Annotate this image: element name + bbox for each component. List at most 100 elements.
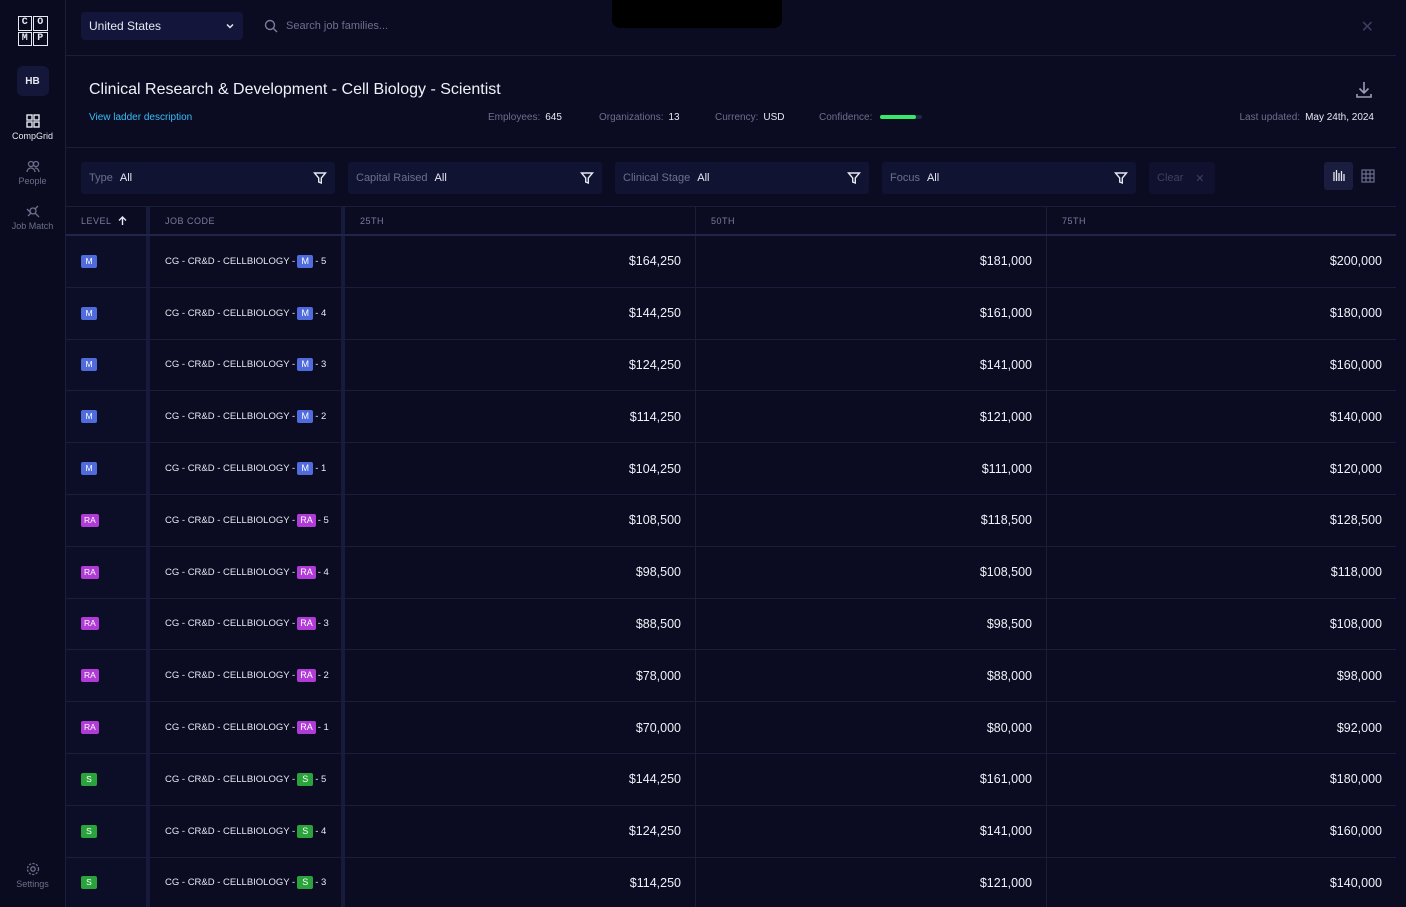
job-code-prefix: CG - CR&D - CELLBIOLOGY - bbox=[165, 514, 296, 526]
job-code-suffix: - 5 bbox=[317, 514, 329, 526]
table-row[interactable]: M CG - CR&D - CELLBIOLOGY -M- 2 $114,250 $1… bbox=[66, 391, 1396, 444]
table-row[interactable]: S CG - CR&D - CELLBIOLOGY -S- 5 $144,250 $1… bbox=[66, 753, 1396, 806]
track-badge: RA bbox=[297, 669, 316, 683]
table-row[interactable]: RA CG - CR&D - CELLBIOLOGY - RA - 1 $70,000 $… bbox=[66, 702, 1396, 754]
p25-cell: $144,250 bbox=[345, 287, 696, 339]
avatar[interactable]: HB bbox=[16, 66, 49, 96]
search-bar[interactable]: Search job families... bbox=[264, 12, 388, 40]
table-row[interactable]: M CG - CR&D - CELLBIOLOGY -M- 5 $164,250 $1… bbox=[66, 236, 1396, 288]
job-code-column-header[interactable]: JOB CODE bbox=[150, 207, 345, 234]
table-row[interactable]: M CG - CR&D - CELLBIOLOGY -M- 4 $144,250 $1… bbox=[66, 287, 1396, 340]
filter-focus[interactable]: Focus All bbox=[882, 162, 1136, 194]
currency-label: Currency: bbox=[715, 112, 759, 123]
table-row[interactable]: M CG - CR&D - CELLBIOLOGY -M- 1 $104,250 $1… bbox=[66, 443, 1396, 495]
p50-cell: $80,000 bbox=[696, 702, 1047, 753]
track-badge: RA bbox=[297, 617, 316, 631]
table-icon bbox=[1360, 169, 1375, 183]
chart-view-button[interactable] bbox=[1324, 162, 1353, 190]
table-row[interactable]: RA CG - CR&D - CELLBIOLOGY - RA - 5 $108,500… bbox=[66, 494, 1396, 547]
p75-cell: $140,000 bbox=[1329, 409, 1382, 424]
filter-icon bbox=[1114, 172, 1128, 185]
comp-logo[interactable]: C O M P bbox=[17, 16, 48, 46]
track-badge: M bbox=[81, 410, 97, 424]
p50-column-header[interactable]: 50TH bbox=[696, 207, 1047, 234]
track-badge: RA bbox=[81, 565, 99, 579]
logo-letter: O bbox=[33, 16, 48, 31]
job-code-suffix: - 4 bbox=[315, 307, 327, 319]
p25-cell: $78,000 bbox=[345, 650, 696, 702]
p25-cell: $88,500 bbox=[345, 598, 696, 650]
p75-cell: $108,000 bbox=[1329, 616, 1382, 631]
filter-type[interactable]: Type All bbox=[81, 162, 335, 194]
level-cell: RA bbox=[66, 702, 150, 753]
sidebar-item-settings[interactable]: Settings bbox=[0, 862, 66, 889]
job-code-cell: CG - CR&D - CELLBIOLOGY -S- 4 bbox=[150, 805, 345, 857]
level-cell: S bbox=[66, 753, 150, 805]
header-label: 50TH bbox=[711, 215, 736, 226]
p25-cell: $164,250 bbox=[345, 236, 696, 287]
search-input[interactable]: Search job families... bbox=[286, 20, 389, 32]
job-code-cell: CG - CR&D - CELLBIOLOGY -M- 2 bbox=[150, 391, 345, 443]
sidebar-item-label: Settings bbox=[16, 879, 49, 889]
filter-value: All bbox=[119, 172, 133, 184]
sidebar-item-compgrid[interactable]: CompGrid bbox=[0, 114, 66, 141]
top-bar: United States Search job families... ✕ bbox=[66, 0, 1396, 56]
sidebar-item-job-match[interactable]: Job Match bbox=[0, 204, 66, 231]
organizations-value: 13 bbox=[668, 112, 680, 123]
table-row[interactable]: S CG - CR&D - CELLBIOLOGY -S- 4 $124,250 $1… bbox=[66, 805, 1396, 858]
job-code-prefix: CG - CR&D - CELLBIOLOGY - bbox=[165, 255, 296, 267]
p50-cell: $161,000 bbox=[696, 287, 1047, 339]
clear-filters-button[interactable]: Clear ✕ bbox=[1149, 162, 1215, 194]
p75-column-header[interactable]: 75TH bbox=[1047, 207, 1396, 234]
job-code-suffix: - 2 bbox=[317, 670, 329, 682]
logo-letter: C bbox=[17, 16, 32, 31]
job-code-cell: CG - CR&D - CELLBIOLOGY -S- 5 bbox=[150, 753, 345, 805]
table-row[interactable]: RA CG - CR&D - CELLBIOLOGY - RA - 4 $98,500 $… bbox=[66, 546, 1396, 599]
job-code-prefix: CG - CR&D - CELLBIOLOGY - bbox=[165, 618, 296, 630]
country-select[interactable]: United States bbox=[81, 12, 243, 40]
header-label: 75TH bbox=[1062, 215, 1087, 226]
p25-cell: $70,000 bbox=[345, 702, 696, 753]
close-icon[interactable]: ✕ bbox=[1360, 19, 1374, 36]
table-row[interactable]: S CG - CR&D - CELLBIOLOGY -S- 3 $114,250 $1… bbox=[66, 857, 1396, 907]
track-badge: M bbox=[297, 410, 314, 424]
track-badge: RA bbox=[81, 669, 99, 683]
compensation-table: LEVEL JOB CODE 25TH 50TH 75TH M CG - CR&D… bbox=[66, 207, 1396, 907]
filter-value: All bbox=[926, 172, 940, 184]
satellite-icon bbox=[26, 205, 39, 218]
camera-notch bbox=[612, 0, 782, 28]
level-cell: M bbox=[66, 443, 150, 494]
job-code-cell: CG - CR&D - CELLBIOLOGY -M- 4 bbox=[150, 287, 345, 339]
p25-cell: $124,250 bbox=[345, 339, 696, 391]
table-row[interactable]: M CG - CR&D - CELLBIOLOGY -M- 3 $124,250 $1… bbox=[66, 339, 1396, 392]
p25-column-header[interactable]: 25TH bbox=[345, 207, 696, 234]
employees-stat: Employees: 645 bbox=[488, 112, 562, 123]
level-column-header[interactable]: LEVEL bbox=[66, 207, 150, 234]
job-code-cell: CG - CR&D - CELLBIOLOGY - RA - 5 bbox=[150, 494, 345, 546]
p75-cell: $118,000 bbox=[1330, 565, 1382, 580]
table-row[interactable]: RA CG - CR&D - CELLBIOLOGY - RA - 2 $78,000 $… bbox=[66, 650, 1396, 703]
job-code-prefix: CG - CR&D - CELLBIOLOGY - bbox=[165, 670, 296, 682]
sidebar-item-people[interactable]: People bbox=[0, 159, 66, 186]
job-code-cell: CG - CR&D - CELLBIOLOGY -M- 1 bbox=[150, 443, 345, 494]
track-badge: M bbox=[81, 306, 97, 320]
filter-capital-raised[interactable]: Capital Raised All bbox=[348, 162, 602, 194]
level-cell: M bbox=[66, 339, 150, 391]
job-code-suffix: - 3 bbox=[317, 618, 329, 630]
job-code-prefix: CG - CR&D - CELLBIOLOGY - bbox=[165, 825, 296, 837]
chevron-down-icon bbox=[226, 23, 234, 29]
job-code-prefix: CG - CR&D - CELLBIOLOGY - bbox=[165, 566, 296, 578]
p75-cell: $180,000 bbox=[1329, 306, 1382, 321]
job-code-suffix: - 4 bbox=[315, 825, 327, 837]
view-ladder-link[interactable]: View ladder description bbox=[89, 112, 193, 123]
table-row[interactable]: RA CG - CR&D - CELLBIOLOGY - RA - 3 $88,500 $… bbox=[66, 598, 1396, 651]
download-icon[interactable] bbox=[1354, 80, 1374, 100]
filter-clinical-stage[interactable]: Clinical Stage All bbox=[615, 162, 869, 194]
sidebar-item-label: CompGrid bbox=[11, 131, 53, 141]
p75-cell: $140,000 bbox=[1329, 875, 1382, 890]
job-code-prefix: CG - CR&D - CELLBIOLOGY - bbox=[165, 722, 296, 734]
job-code-suffix: - 5 bbox=[315, 255, 327, 267]
job-code-cell: CG - CR&D - CELLBIOLOGY -M- 3 bbox=[150, 339, 345, 391]
table-view-button[interactable] bbox=[1353, 162, 1382, 190]
last-updated-value: May 24th, 2024 bbox=[1305, 112, 1374, 123]
